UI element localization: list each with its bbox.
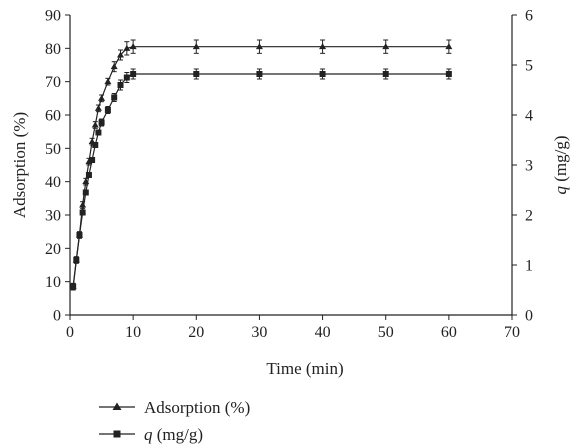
ticks: 0 10 20 30 40 50 60 70 0 10 20 30 40 50 60 70 80 90 0 1 2 3 4 5… bbox=[45, 8, 533, 342]
series-layer bbox=[69, 39, 453, 291]
y-left-tick-label: 40 bbox=[45, 174, 61, 191]
x-tick-label: 10 bbox=[125, 324, 141, 341]
x-tick-label: 60 bbox=[441, 324, 457, 341]
data-point-triangle bbox=[79, 201, 87, 208]
y-left-tick-label: 70 bbox=[45, 74, 61, 91]
series-adsorption bbox=[69, 39, 453, 291]
data-point-triangle bbox=[129, 43, 137, 50]
data-point-triangle bbox=[91, 121, 99, 128]
data-point-square bbox=[70, 283, 77, 290]
data-point-triangle bbox=[110, 63, 118, 70]
legend-label-adsorption: Adsorption (%) bbox=[144, 398, 250, 417]
legend: Adsorption (%) q (mg/g) bbox=[99, 398, 250, 444]
data-point-triangle bbox=[445, 43, 453, 50]
data-point-square bbox=[445, 71, 452, 77]
data-point-square bbox=[85, 172, 92, 178]
y-right-tick-label: 6 bbox=[525, 8, 533, 25]
series-q bbox=[70, 68, 452, 290]
series-line bbox=[72, 73, 449, 287]
data-point-square bbox=[98, 119, 105, 126]
legend-item-adsorption: Adsorption (%) bbox=[99, 398, 250, 417]
legend-label-q-symbol: q bbox=[144, 425, 153, 444]
y-left-tick-label: 10 bbox=[45, 274, 61, 291]
data-point-square bbox=[76, 232, 83, 238]
x-tick-label: 40 bbox=[315, 324, 331, 341]
axes bbox=[69, 15, 513, 316]
y-right-tick-label: 5 bbox=[525, 58, 533, 75]
x-axis-title: Time (min) bbox=[266, 359, 343, 378]
y-left-tick-label: 50 bbox=[45, 141, 61, 158]
data-point-square bbox=[95, 129, 102, 136]
legend-item-q: q (mg/g) bbox=[99, 425, 203, 444]
data-point-square bbox=[382, 71, 389, 77]
y-right-axis-symbol: q bbox=[551, 186, 570, 195]
y-right-tick-label: 2 bbox=[525, 208, 533, 225]
y-right-tick-label: 0 bbox=[525, 308, 533, 325]
x-tick-label: 30 bbox=[251, 324, 267, 341]
data-point-triangle bbox=[94, 104, 102, 111]
data-point-square bbox=[92, 142, 99, 148]
legend-label-q: q (mg/g) bbox=[144, 425, 203, 444]
data-point-square bbox=[193, 71, 200, 77]
data-point-triangle bbox=[104, 78, 112, 85]
y-left-axis-title: Adsorption (%) bbox=[10, 112, 29, 218]
data-point-square bbox=[104, 107, 111, 113]
data-point-square bbox=[256, 71, 263, 77]
x-tick-label: 0 bbox=[66, 324, 74, 341]
legend-marker-triangle bbox=[112, 402, 122, 410]
series-line bbox=[72, 46, 449, 287]
y-right-tick-label: 3 bbox=[525, 158, 533, 175]
data-point-square bbox=[89, 157, 96, 163]
data-point-triangle bbox=[123, 44, 131, 51]
y-left-tick-label: 90 bbox=[45, 8, 61, 25]
data-point-triangle bbox=[319, 43, 327, 50]
y-right-axis-unit: (mg/g) bbox=[551, 135, 570, 186]
y-left-tick-label: 0 bbox=[53, 308, 61, 325]
data-point-triangle bbox=[192, 43, 200, 50]
y-right-tick-label: 4 bbox=[525, 108, 533, 125]
x-tick-label: 20 bbox=[188, 324, 204, 341]
data-point-triangle bbox=[255, 43, 263, 50]
data-point-square bbox=[319, 71, 326, 77]
y-left-tick-label: 80 bbox=[45, 41, 61, 58]
y-left-tick-label: 20 bbox=[45, 241, 61, 258]
data-point-triangle bbox=[382, 43, 390, 50]
data-point-square bbox=[130, 71, 137, 77]
data-point-square bbox=[117, 82, 124, 88]
data-point-triangle bbox=[117, 51, 125, 58]
data-point-square bbox=[82, 189, 89, 196]
data-point-square bbox=[111, 94, 118, 101]
data-point-square bbox=[123, 74, 130, 81]
y-right-axis-title: q (mg/g) bbox=[551, 135, 570, 194]
y-right-tick-label: 1 bbox=[525, 258, 533, 275]
x-tick-label: 50 bbox=[378, 324, 394, 341]
legend-marker-square bbox=[113, 430, 121, 438]
y-left-tick-label: 30 bbox=[45, 208, 61, 225]
x-tick-label: 70 bbox=[504, 324, 520, 341]
y-left-tick-label: 60 bbox=[45, 108, 61, 125]
data-point-triangle bbox=[98, 94, 106, 101]
data-point-square bbox=[79, 209, 86, 216]
legend-label-q-unit: (mg/g) bbox=[153, 425, 204, 444]
data-point-square bbox=[73, 257, 80, 263]
